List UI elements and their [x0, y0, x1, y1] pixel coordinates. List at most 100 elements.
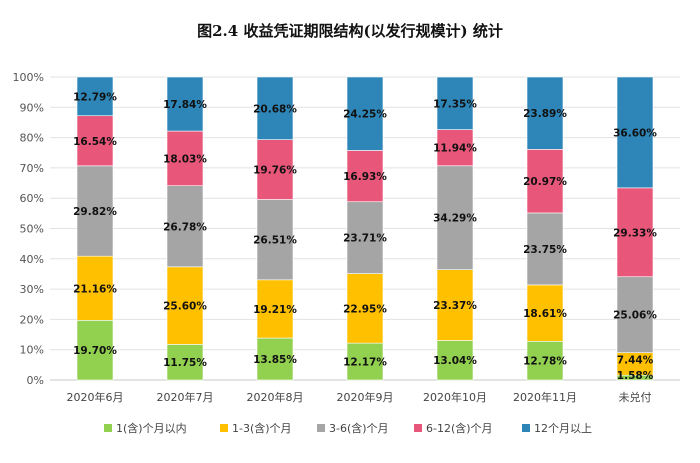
bar-segment [346, 342, 384, 381]
bar-stack: 13.85% 19.21% 26.51% 19.76% 20.68% [253, 76, 297, 381]
y-tick-label: 100% [13, 71, 44, 84]
x-tick-label: 2020年6月 [67, 390, 124, 404]
bar-segment [76, 115, 114, 167]
data-label: 18.03% [163, 153, 207, 165]
data-label: 13.85% [253, 354, 297, 366]
bar-segment [526, 212, 564, 286]
data-label: 23.75% [523, 244, 567, 256]
data-label: 25.60% [163, 301, 207, 313]
bar-segment [526, 284, 564, 342]
y-tick-label: 30% [20, 283, 44, 296]
data-label: 17.84% [163, 99, 207, 111]
data-label: 19.21% [253, 304, 297, 316]
legend-label: 6-12(含)个月 [426, 421, 493, 435]
x-tick-label: 2020年7月 [157, 390, 214, 404]
data-label: 29.82% [73, 206, 117, 218]
data-label: 23.71% [343, 233, 387, 245]
legend-item: 12个月以上 [522, 422, 592, 435]
y-tick-label: 50% [20, 223, 44, 236]
bar-segment [256, 279, 294, 339]
x-tick-label: 2020年9月 [337, 390, 394, 404]
legend-item: 1-3(含)个月 [220, 421, 292, 435]
x-tick-label: 2020年11月 [513, 390, 577, 404]
y-tick-label: 70% [20, 162, 44, 175]
legend-swatch [522, 424, 530, 432]
data-label: 21.16% [73, 283, 117, 295]
bar-stack: 12.78% 18.61% 23.75% 20.97% 23.89% [523, 76, 567, 381]
bar-segment [76, 165, 114, 257]
legend-item: 3-6(含)个月 [317, 421, 389, 435]
bar-segment [436, 340, 474, 381]
y-tick-label: 80% [20, 132, 44, 145]
bar-segment [76, 320, 114, 381]
legend-label: 3-6(含)个月 [329, 421, 389, 435]
bar-segment [256, 337, 294, 381]
data-label: 34.29% [433, 213, 477, 225]
data-label: 12.17% [343, 357, 387, 369]
data-label: 29.33% [613, 227, 657, 239]
bar-stack: 19.70% 21.16% 29.82% 16.54% 12.79% [73, 76, 117, 381]
data-label: 11.75% [163, 357, 207, 369]
data-label: 22.95% [343, 303, 387, 315]
y-tick-label: 40% [20, 253, 44, 266]
bar-segment [346, 201, 384, 274]
bar-segment [436, 129, 474, 167]
legend-swatch [220, 424, 228, 432]
y-tick-label: 10% [20, 344, 44, 357]
data-label: 7.44% [617, 355, 654, 367]
legend-label: 1(含)个月以内 [116, 421, 187, 435]
bar-stack: 1.58% 7.44% 25.06% 29.33% 36.60% [613, 76, 657, 382]
bars: 19.70% 21.16% 29.82% 16.54% 12.79% 11.75% 25.6… [73, 76, 657, 382]
legend-swatch [414, 424, 422, 432]
bar-segment [346, 150, 384, 203]
bar-stack: 12.17% 22.95% 23.71% 16.93% 24.25% [343, 76, 387, 381]
data-label: 17.35% [433, 98, 477, 110]
x-axis: 2020年6月 2020年7月 2020年8月 2020年9月 2020年10月 2020… [67, 390, 652, 404]
bar-segment [436, 269, 474, 341]
bar-segment [166, 130, 204, 186]
data-label: 20.97% [523, 176, 567, 188]
bar-segment [436, 165, 474, 270]
legend-swatch [317, 424, 325, 432]
data-label: 23.89% [523, 108, 567, 120]
x-tick-label: 未兑付 [619, 390, 652, 404]
legend-label: 12个月以上 [534, 422, 592, 435]
data-label: 24.25% [343, 109, 387, 121]
data-label: 1.58% [617, 370, 654, 382]
bar-segment [256, 76, 294, 140]
data-label: 25.06% [613, 310, 657, 322]
data-label: 19.76% [253, 165, 297, 177]
bar-segment [616, 76, 654, 189]
data-label: 26.51% [253, 235, 297, 247]
data-label: 16.93% [343, 171, 387, 183]
bar-segment [616, 187, 654, 278]
data-label: 12.78% [523, 356, 567, 368]
bar-stack: 11.75% 25.60% 26.78% 18.03% 17.84% [163, 76, 207, 381]
bar-segment [76, 255, 114, 321]
y-tick-label: 90% [20, 101, 44, 114]
bar-segment [436, 76, 474, 130]
data-label: 13.04% [433, 355, 477, 367]
chart-title: 图2.4 收益凭证期限结构(以发行规模计) 统计 [197, 22, 503, 40]
x-tick-label: 2020年8月 [247, 390, 304, 404]
y-tick-label: 60% [20, 192, 44, 205]
bar-segment [166, 185, 204, 268]
bar-segment [526, 149, 564, 214]
bar-segment [166, 76, 204, 132]
y-tick-label: 0% [27, 374, 44, 387]
data-label: 23.37% [433, 300, 477, 312]
data-label: 16.54% [73, 136, 117, 148]
legend-item: 6-12(含)个月 [414, 421, 493, 435]
bar-segment [346, 76, 384, 151]
x-tick-label: 2020年10月 [423, 390, 487, 404]
data-label: 12.79% [73, 91, 117, 103]
legend-item: 1(含)个月以内 [104, 421, 187, 435]
data-label: 18.61% [523, 308, 567, 320]
data-label: 20.68% [253, 103, 297, 115]
bar-segment [256, 199, 294, 281]
data-label: 26.78% [163, 221, 207, 233]
legend: 1(含)个月以内 1-3(含)个月 3-6(含)个月 6-12(含)个月 12个月以上 [104, 421, 592, 435]
legend-swatch [104, 424, 112, 432]
bar-segment [526, 76, 564, 150]
